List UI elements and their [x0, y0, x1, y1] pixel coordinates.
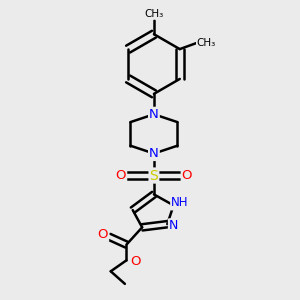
Text: O: O	[130, 255, 141, 268]
Text: O: O	[182, 169, 192, 182]
Text: N: N	[169, 219, 178, 232]
Text: O: O	[116, 169, 126, 182]
Text: S: S	[150, 169, 158, 182]
Text: N: N	[149, 147, 159, 160]
Text: NH: NH	[171, 196, 189, 209]
Text: O: O	[98, 228, 108, 241]
Text: N: N	[149, 108, 159, 121]
Text: CH₃: CH₃	[144, 9, 164, 19]
Text: CH₃: CH₃	[197, 38, 216, 48]
